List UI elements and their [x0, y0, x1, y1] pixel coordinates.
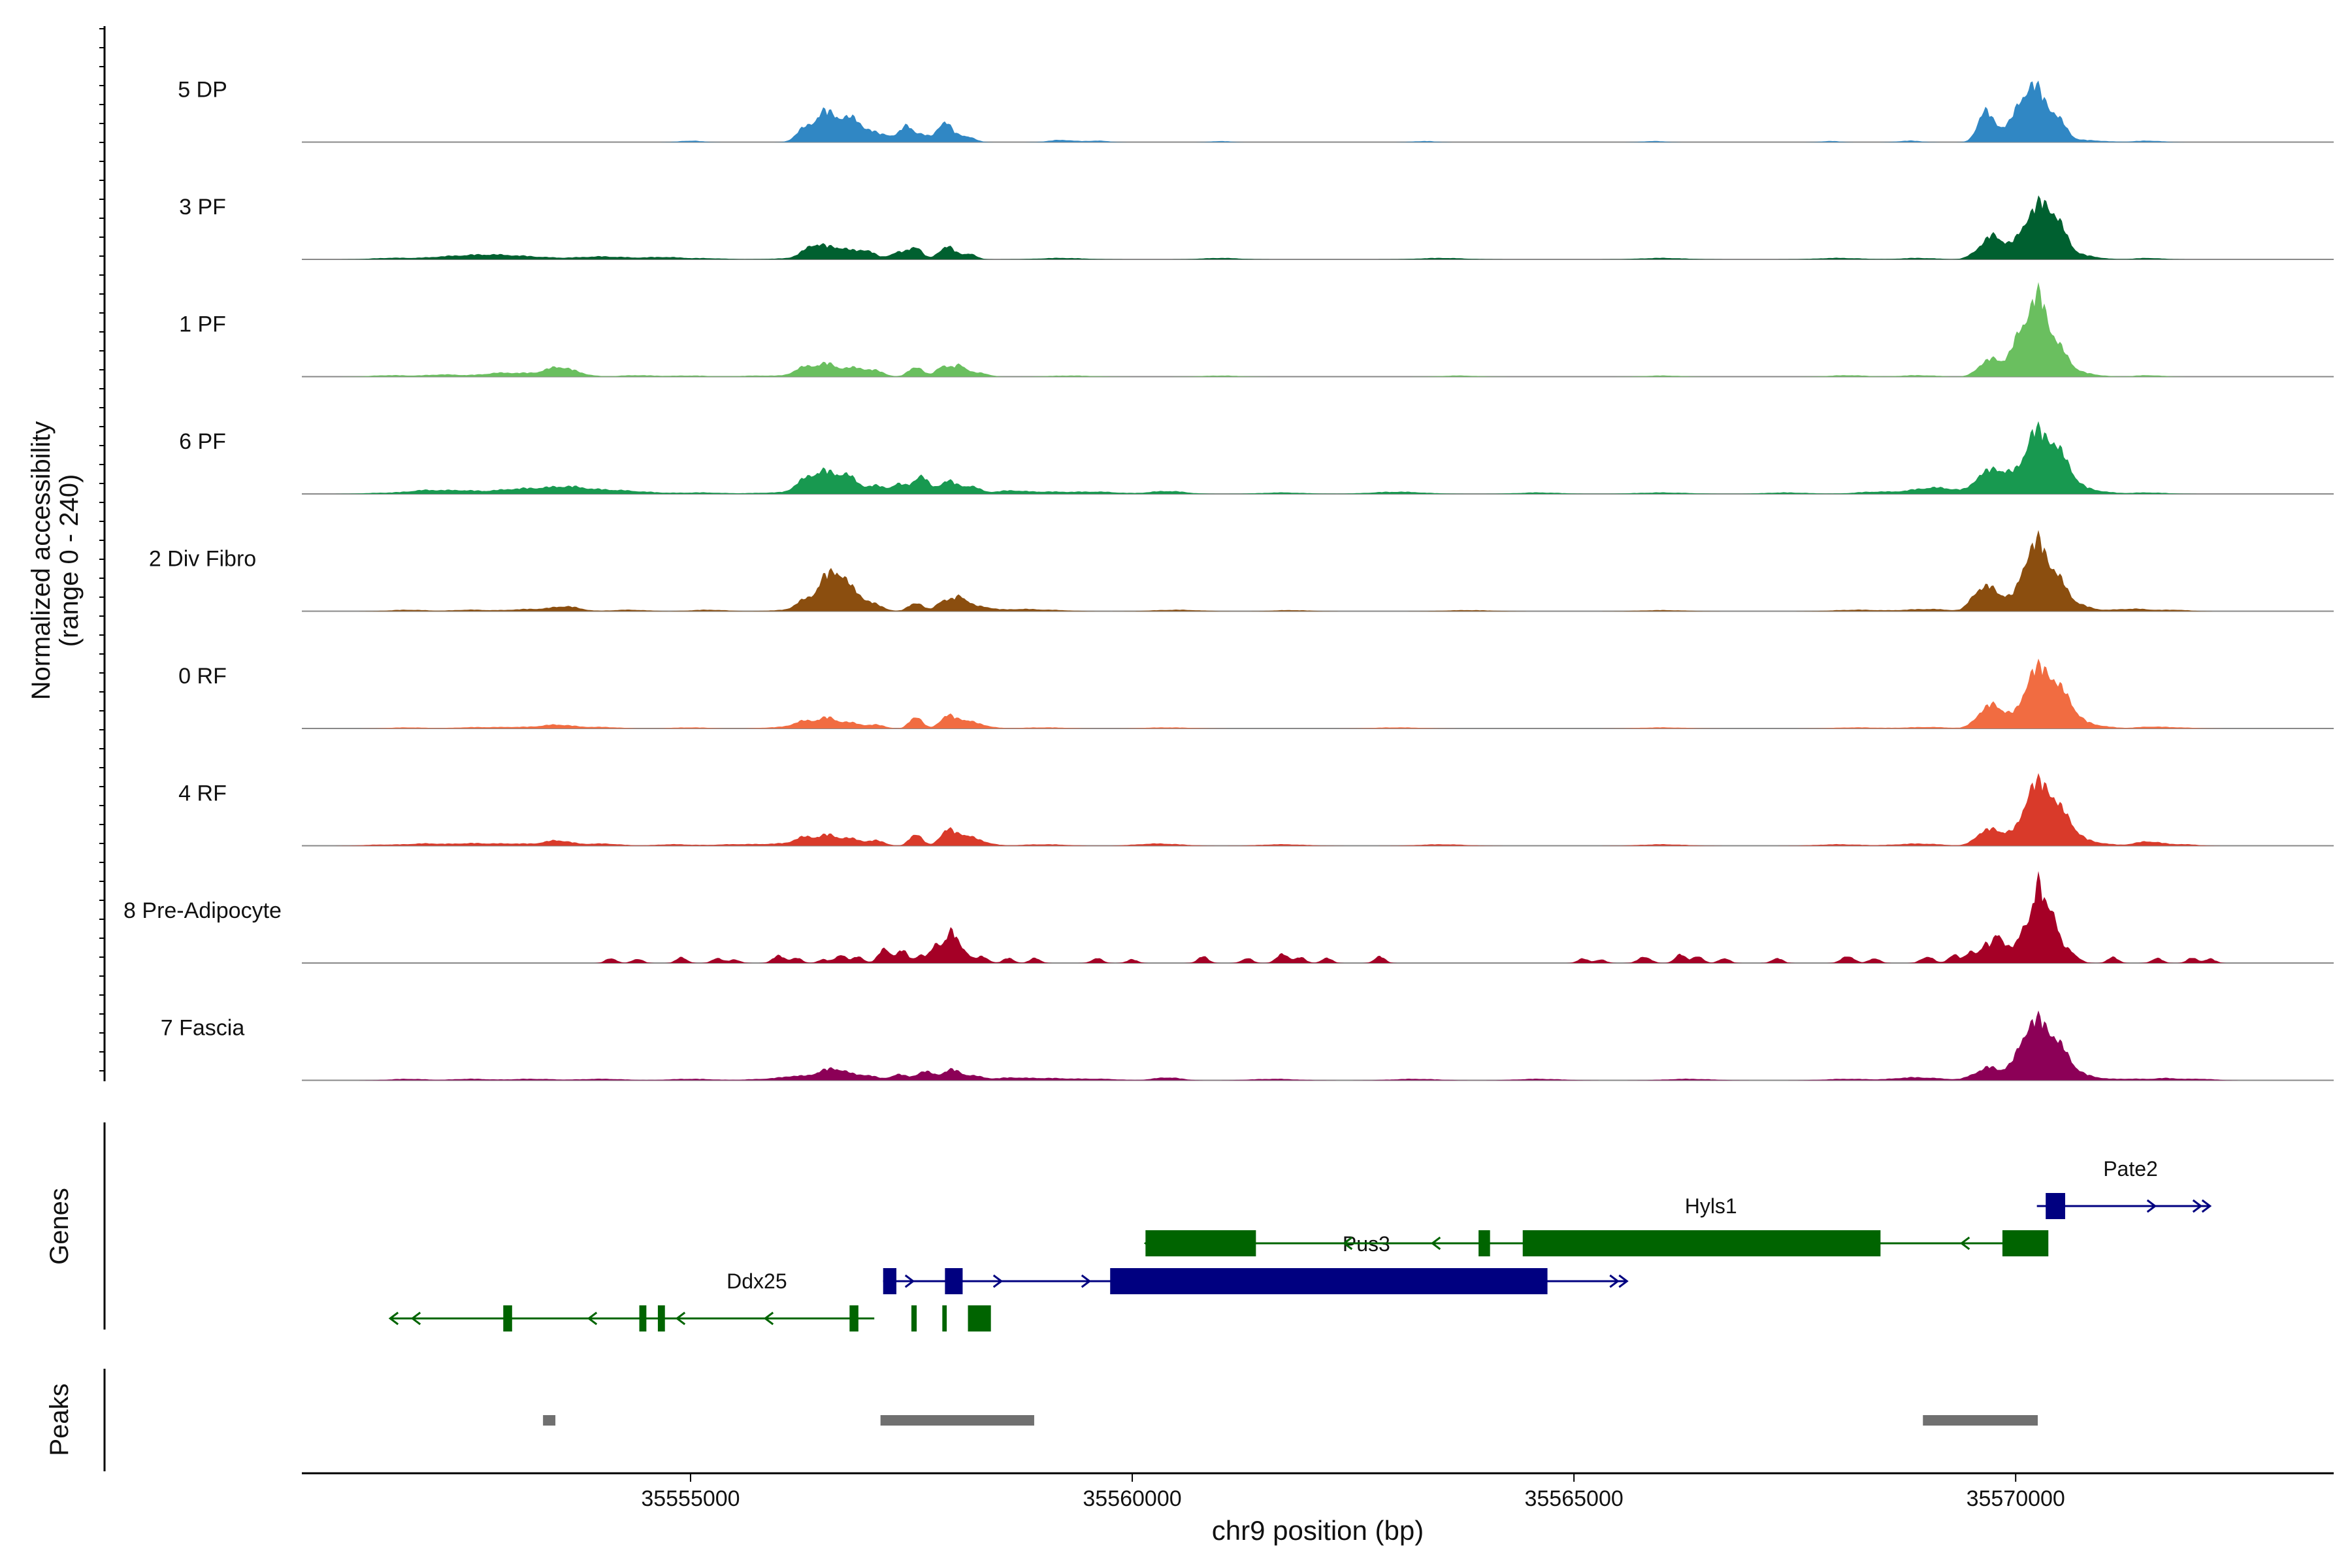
- gene-exon: [942, 1305, 947, 1331]
- track-label: 8 Pre-Adipocyte: [123, 898, 282, 923]
- track-1: 5 DP: [178, 78, 2334, 143]
- track-label: 5 DP: [178, 78, 227, 103]
- peak-region: [1923, 1415, 2038, 1426]
- gene-exon: [639, 1305, 647, 1331]
- track-4: 6 PF: [179, 421, 2334, 495]
- gene-pate2: Pate2: [2036, 1157, 2212, 1219]
- x-tick-label: 35570000: [1967, 1486, 2065, 1511]
- gene-end-arrow: [1618, 1274, 1629, 1288]
- left-axis-ticks: [99, 26, 106, 1081]
- gene-hyls1: Hyls1: [1143, 1194, 2049, 1256]
- track-5: 2 Div Fibro: [149, 530, 2334, 612]
- gene-exon: [1145, 1230, 1256, 1256]
- gene-strand-arrow: [675, 1311, 686, 1326]
- genes-panel-label: Genes: [45, 1188, 74, 1265]
- gene-exon: [849, 1305, 858, 1331]
- gene-strand-arrow: [763, 1311, 774, 1326]
- gene-exon: [2002, 1230, 2049, 1256]
- gene-exon: [883, 1268, 897, 1294]
- gene-exon: [968, 1305, 991, 1331]
- track-3: 1 PF: [179, 282, 2334, 378]
- gene-end-arrow: [1143, 1236, 1154, 1250]
- gene-strand-arrow: [2146, 1199, 2157, 1213]
- track-area: [302, 80, 2334, 142]
- peaks-panel-label: Peaks: [45, 1383, 74, 1456]
- track-8: 8 Pre-Adipocyte: [123, 871, 2334, 964]
- peak-region: [880, 1415, 1034, 1426]
- gene-strand-arrow: [992, 1274, 1004, 1288]
- gene-exon: [2046, 1193, 2065, 1219]
- gene-pus3: Pus3: [883, 1232, 1629, 1294]
- track-label: 1 PF: [179, 312, 226, 337]
- gene-end-arrow: [2201, 1199, 2212, 1213]
- track-label: 0 RF: [178, 664, 227, 689]
- gene-ddx25: Ddx25: [388, 1269, 991, 1331]
- gene-strand-arrow: [1430, 1236, 1441, 1250]
- gene-end-arrow: [1609, 1274, 1620, 1288]
- track-label: 6 PF: [179, 429, 226, 454]
- coverage-tracks: 5 DP 3 PF 1 PF 6 PF 2 Div Fibro 0 RF 4 RF 8 Pre…: [123, 78, 2334, 1081]
- peak-region: [543, 1415, 556, 1426]
- gene-exon: [503, 1305, 512, 1331]
- gene-label: Pate2: [2103, 1157, 2158, 1181]
- gene-exon: [657, 1305, 665, 1331]
- peak-track: [543, 1415, 2038, 1426]
- gene-exon: [945, 1268, 963, 1294]
- gene-strand-arrow: [1081, 1274, 1092, 1288]
- y-axis-label-line2: (range 0 - 240): [55, 474, 84, 647]
- x-tick-label: 35560000: [1083, 1486, 1181, 1511]
- x-tick-label: 35565000: [1524, 1486, 1623, 1511]
- gene-end-arrow: [388, 1311, 399, 1326]
- x-tick-label: 35555000: [641, 1486, 740, 1511]
- track-label: 2 Div Fibro: [149, 547, 256, 572]
- x-axis-title: chr9 position (bp): [1212, 1515, 1424, 1546]
- gene-end-arrow: [2192, 1199, 2203, 1213]
- track-7: 4 RF: [178, 773, 2334, 847]
- gene-exon: [1110, 1268, 1548, 1294]
- gene-label: Hyls1: [1685, 1194, 1737, 1218]
- track-label: 4 RF: [178, 781, 227, 806]
- gene-track: Ddx25 Pus3 Hyls1 Pate2: [388, 1157, 2212, 1331]
- track-label: 3 PF: [179, 195, 226, 220]
- gene-strand-arrow: [1959, 1236, 1970, 1250]
- track-label: 7 Fascia: [161, 1016, 245, 1041]
- track-area: [302, 421, 2334, 494]
- track-2: 3 PF: [179, 195, 2334, 260]
- gene-strand-arrow: [410, 1311, 421, 1326]
- y-axis-label-line1: Normalized accessibility: [27, 421, 56, 700]
- gene-exon: [911, 1305, 917, 1331]
- gene-strand-arrow: [904, 1274, 915, 1288]
- gene-strand-arrow: [587, 1311, 598, 1326]
- track-9: 7 Fascia: [161, 1010, 2334, 1081]
- gene-exon: [1522, 1230, 1881, 1256]
- x-axis-ticks: 35555000 35560000 35565000 35570000: [641, 1473, 2065, 1511]
- gene-exon: [1478, 1230, 1490, 1256]
- gene-label: Ddx25: [727, 1269, 787, 1293]
- track-6: 0 RF: [178, 659, 2334, 729]
- gene-strand-arrow: [1342, 1236, 1353, 1250]
